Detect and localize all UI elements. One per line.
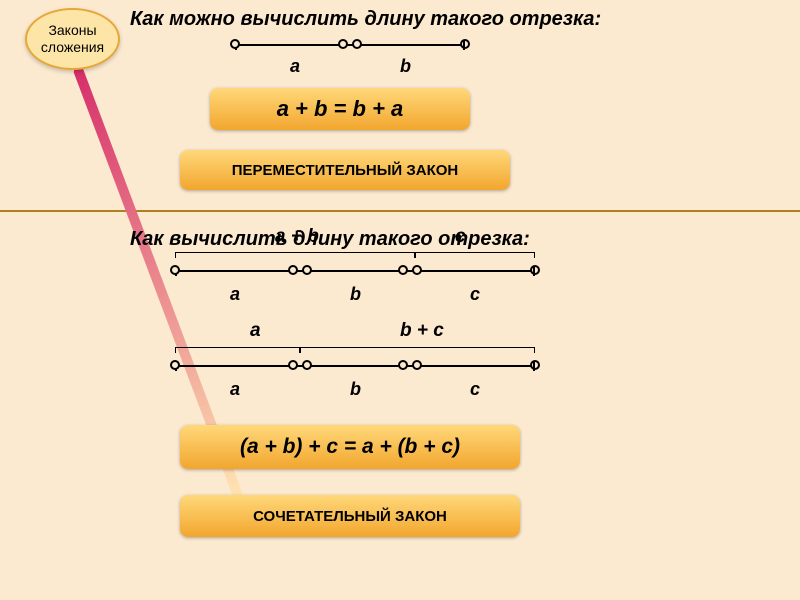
segment-label: b bbox=[400, 56, 411, 77]
bottom-segment-1: abc bbox=[175, 270, 535, 272]
top-formula-text: a + b = b + a bbox=[277, 96, 404, 122]
callout-text: Законы сложения bbox=[27, 22, 118, 56]
top-law-pill: ПЕРЕМЕСТИТЕЛЬНЫЙ ЗАКОН bbox=[180, 150, 510, 190]
bottom-law-text: СОЧЕТАТЕЛЬНЫЙ ЗАКОН bbox=[253, 508, 447, 525]
top-formula-pill: a + b = b + a bbox=[210, 88, 470, 130]
segment-endpoint-dot bbox=[412, 265, 422, 275]
bottom-law-pill: СОЧЕТАТЕЛЬНЫЙ ЗАКОН bbox=[180, 495, 520, 537]
segment-endpoint-dot bbox=[398, 265, 408, 275]
overlay-label: c bbox=[455, 226, 466, 248]
bottom-segment-2: abc bbox=[175, 365, 535, 367]
segment-endpoint-dot bbox=[338, 39, 348, 49]
top-title: Как можно вычислить длину такого отрезка… bbox=[130, 8, 601, 31]
segment-endpoint-dot bbox=[230, 39, 240, 49]
segment-bracket bbox=[300, 347, 535, 353]
segment-label: a bbox=[230, 379, 240, 400]
segment-endpoint-dot bbox=[412, 360, 422, 370]
segment-bracket bbox=[175, 252, 415, 258]
segment-label: b bbox=[350, 379, 361, 400]
segment-label: a bbox=[290, 56, 300, 77]
segment-endpoint-dot bbox=[288, 265, 298, 275]
segment-endpoint-dot bbox=[352, 39, 362, 49]
segment-endpoint-dot bbox=[530, 265, 540, 275]
divider-line bbox=[0, 210, 800, 212]
segment-endpoint-dot bbox=[460, 39, 470, 49]
segment-label: c bbox=[470, 284, 480, 305]
bottom-formula-pill: (a + b) + c = a + (b + c) bbox=[180, 425, 520, 469]
segment-endpoint-dot bbox=[398, 360, 408, 370]
segment-endpoint-dot bbox=[530, 360, 540, 370]
segment-bracket bbox=[415, 252, 535, 258]
mid-label: b + c bbox=[400, 320, 444, 342]
overlay-label: a + b bbox=[275, 226, 319, 248]
segment-label: c bbox=[470, 379, 480, 400]
callout-oval: Законы сложения bbox=[25, 8, 120, 70]
segment-endpoint-dot bbox=[288, 360, 298, 370]
top-law-text: ПЕРЕМЕСТИТЕЛЬНЫЙ ЗАКОН bbox=[232, 162, 459, 179]
segment-endpoint-dot bbox=[170, 265, 180, 275]
bottom-title: Как вычислить длину такого отрезка: bbox=[130, 228, 530, 251]
segment-label: a bbox=[230, 284, 240, 305]
segment-label: b bbox=[350, 284, 361, 305]
segment-endpoint-dot bbox=[302, 360, 312, 370]
top-segment: ab bbox=[235, 44, 465, 46]
bottom-formula-text: (a + b) + c = a + (b + c) bbox=[240, 435, 460, 459]
mid-label: a bbox=[250, 320, 261, 342]
segment-endpoint-dot bbox=[302, 265, 312, 275]
segment-endpoint-dot bbox=[170, 360, 180, 370]
segment-bracket bbox=[175, 347, 300, 353]
